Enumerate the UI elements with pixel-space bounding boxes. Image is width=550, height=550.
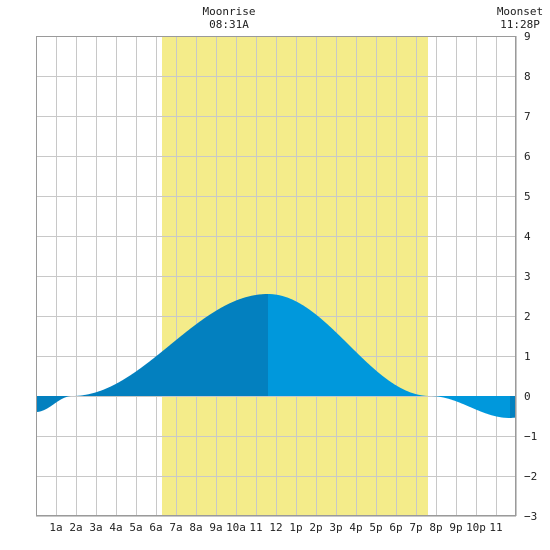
tide-area-rising-end [510, 396, 516, 418]
x-tick-label: 9p [449, 521, 462, 534]
moonrise-time: 08:31A [209, 18, 249, 31]
y-tick-label: 1 [524, 350, 531, 363]
y-tick-label: 5 [524, 190, 531, 203]
moonset-label: Moonset [497, 5, 543, 18]
moonrise-label: Moonrise [203, 5, 256, 18]
x-tick-label: 6p [389, 521, 402, 534]
y-tick-label: 7 [524, 110, 531, 123]
x-tick-label: 9a [209, 521, 222, 534]
x-tick-label: 7p [409, 521, 422, 534]
y-tick-label: −2 [524, 470, 537, 483]
tide-area-rising [36, 294, 268, 412]
y-tick-label: 9 [524, 30, 531, 43]
y-tick-label: 6 [524, 150, 531, 163]
x-tick-label: 8p [429, 521, 442, 534]
x-tick-label: 5p [369, 521, 382, 534]
moonset-time: 11:28P [500, 18, 540, 31]
x-tick-label: 4p [349, 521, 362, 534]
y-tick-label: 4 [524, 230, 531, 243]
y-tick-label: 0 [524, 390, 531, 403]
y-tick-label: 8 [524, 70, 531, 83]
x-tick-label: 4a [109, 521, 122, 534]
x-tick-label: 3p [329, 521, 342, 534]
tide-area-falling [268, 294, 510, 418]
x-tick-label: 11 [249, 521, 262, 534]
y-tick-label: 3 [524, 270, 531, 283]
y-tick-label: −1 [524, 430, 537, 443]
x-tick-label: 1a [49, 521, 62, 534]
x-tick-label: 3a [89, 521, 102, 534]
x-tick-label: 5a [129, 521, 142, 534]
x-tick-label: 6a [149, 521, 162, 534]
x-tick-label: 10a [226, 521, 246, 534]
x-tick-label: 1p [289, 521, 302, 534]
x-tick-label: 8a [189, 521, 202, 534]
x-tick-label: 12 [269, 521, 282, 534]
y-tick-label: −3 [524, 510, 537, 523]
x-tick-label: 11 [489, 521, 502, 534]
plot-frame [36, 36, 516, 516]
x-tick-label: 2p [309, 521, 322, 534]
y-tick-label: 2 [524, 310, 531, 323]
x-tick-label: 7a [169, 521, 182, 534]
x-tick-label: 10p [466, 521, 486, 534]
x-tick-label: 2a [69, 521, 82, 534]
